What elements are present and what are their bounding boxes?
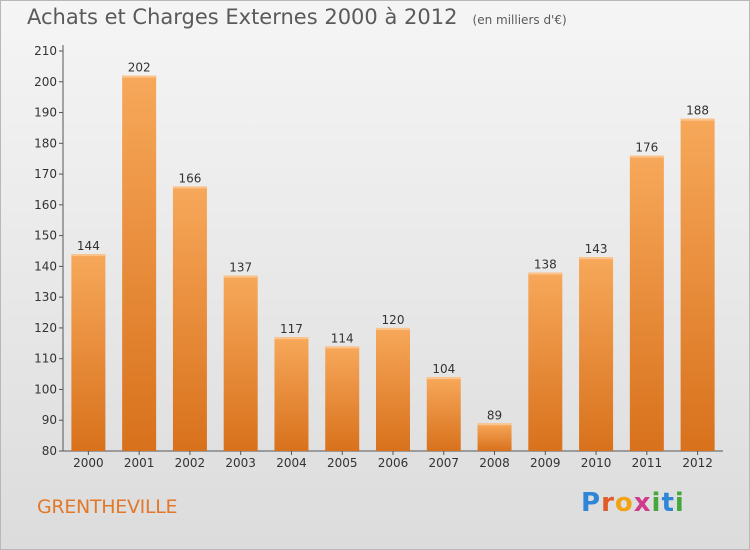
x-tick-label: 2005	[327, 456, 358, 470]
bar-top-highlight	[426, 377, 461, 380]
bar-top-highlight	[680, 118, 715, 121]
bar-2002	[172, 186, 207, 451]
value-label: 138	[534, 258, 557, 272]
bar-2004	[274, 337, 309, 451]
value-label: 137	[229, 261, 252, 275]
bar-top-highlight	[376, 327, 410, 330]
chart-title-main: Achats et Charges Externes 2000 à 2012	[27, 5, 458, 29]
chart-axes: 8090100110120130140150160170180190200210…	[34, 44, 723, 470]
x-tick-label: 2011	[632, 456, 663, 470]
chart-unit: (en milliers d'€)	[472, 13, 567, 27]
value-label: 144	[77, 239, 100, 253]
value-label: 166	[178, 171, 201, 185]
x-tick-label: 2012	[682, 456, 713, 470]
y-tick-label: 130	[34, 290, 57, 304]
value-label: 114	[331, 331, 354, 345]
y-tick-label: 80	[42, 444, 57, 458]
x-tick-label: 2007	[428, 456, 459, 470]
bar-2003	[223, 275, 258, 451]
value-label: 143	[585, 242, 608, 256]
y-tick-label: 180	[34, 136, 57, 150]
x-tick-label: 2002	[175, 456, 206, 470]
y-tick-label: 170	[34, 167, 57, 181]
bar-top-highlight	[274, 337, 309, 340]
chart-bars: 144 202 166 137 117 114 120 104 89 138 143 176 188	[71, 61, 715, 451]
y-tick-label: 160	[34, 198, 57, 212]
bar-2006	[376, 327, 410, 451]
value-label: 188	[686, 104, 709, 118]
bar-2007	[426, 377, 461, 451]
bar-top-highlight	[71, 254, 106, 257]
bar-2005	[325, 346, 360, 451]
bar-top-highlight	[477, 423, 512, 426]
y-tick-label: 140	[34, 259, 57, 273]
bar-2000	[71, 254, 106, 451]
value-label: 104	[432, 362, 455, 376]
bar-2010	[579, 257, 614, 451]
bar-2008	[477, 423, 512, 451]
bar-2001	[122, 75, 157, 451]
value-label: 117	[280, 322, 303, 336]
x-tick-label: 2000	[73, 456, 104, 470]
bar-2012	[680, 118, 715, 451]
y-tick-label: 150	[34, 229, 57, 243]
bar-2011	[629, 155, 664, 451]
bar-top-highlight	[172, 186, 207, 189]
x-tick-label: 2001	[124, 456, 155, 470]
value-label: 176	[635, 141, 658, 155]
bar-top-highlight	[223, 275, 258, 278]
x-tick-label: 2006	[378, 456, 409, 470]
x-tick-label: 2009	[530, 456, 561, 470]
x-tick-label: 2008	[479, 456, 510, 470]
bar-top-highlight	[579, 257, 614, 260]
chart-title: Achats et Charges Externes 2000 à 2012 (…	[27, 5, 567, 29]
bar-top-highlight	[528, 272, 563, 275]
bar-2009	[528, 272, 563, 451]
x-tick-label: 2004	[276, 456, 307, 470]
y-tick-label: 200	[34, 75, 57, 89]
y-tick-label: 210	[34, 44, 57, 58]
bar-top-highlight	[629, 155, 664, 158]
value-label: 120	[382, 313, 405, 327]
x-tick-label: 2003	[225, 456, 256, 470]
y-tick-label: 90	[42, 413, 57, 427]
proxiti-logo: Proxiti	[581, 488, 685, 518]
x-tick-label: 2010	[581, 456, 612, 470]
y-tick-label: 110	[34, 352, 57, 366]
bar-top-highlight	[325, 346, 360, 349]
y-tick-label: 190	[34, 106, 57, 120]
bar-top-highlight	[122, 75, 157, 78]
y-tick-label: 120	[34, 321, 57, 335]
commune-name: GRENTHEVILLE	[37, 496, 178, 518]
y-tick-label: 100	[34, 382, 57, 396]
value-label: 202	[128, 61, 151, 75]
value-label: 89	[487, 408, 502, 422]
